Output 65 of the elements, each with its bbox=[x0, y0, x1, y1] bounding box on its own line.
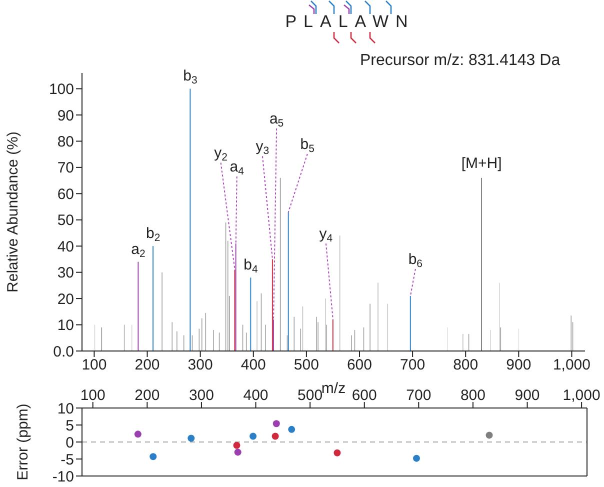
y-tick-label: -5 bbox=[60, 451, 74, 468]
point bbox=[250, 432, 257, 440]
point bbox=[412, 454, 420, 462]
x-tick-label: 300 bbox=[188, 356, 213, 374]
chart-subtitle: Precursor m/z: 831.4143 Da bbox=[360, 52, 560, 70]
annotation: b$_{2}$ bbox=[146, 225, 160, 244]
y-tick-label: 30 bbox=[57, 264, 74, 282]
y-tick-label: 0.0 bbox=[53, 343, 74, 360]
annotation: [M+H] bbox=[461, 154, 502, 172]
x-tick-label: 900 bbox=[506, 356, 532, 374]
point bbox=[233, 442, 240, 449]
annotation: a$_{4}$ bbox=[230, 158, 244, 178]
y-tick-label: 70 bbox=[57, 160, 74, 177]
x-tick-label: 200 bbox=[134, 387, 160, 404]
x-tick-label: 200 bbox=[134, 356, 160, 374]
y-tick-label: 100 bbox=[48, 81, 74, 98]
x-tick-label: 900 bbox=[514, 387, 540, 404]
annotation: a$_{2}$ bbox=[131, 240, 146, 260]
x-tick-label: 500 bbox=[298, 387, 323, 404]
x-tick-label: 700 bbox=[400, 356, 426, 374]
annotation: b$_{5}$ bbox=[300, 136, 315, 156]
point bbox=[272, 432, 279, 440]
x-tick-label: 100 bbox=[80, 387, 106, 404]
x-tick-label: 800 bbox=[453, 356, 478, 374]
x-tick-label: 600 bbox=[352, 387, 377, 404]
y-tick-label: 60 bbox=[57, 186, 74, 203]
y-tick-label: 90 bbox=[57, 107, 74, 124]
x-tick-label: 400 bbox=[243, 387, 268, 404]
y-axis-title: Relative Abundance (%) bbox=[4, 132, 22, 292]
annotation: b$_{4}$ bbox=[244, 256, 258, 276]
y-tick-label: 50 bbox=[57, 212, 74, 230]
annotation: y$_{2}$ bbox=[214, 144, 228, 164]
y-tick-label: 20 bbox=[57, 290, 74, 308]
y-tick-label: 0 bbox=[66, 434, 74, 452]
y-tick-label: 10 bbox=[57, 317, 74, 334]
x-axis-title: m/z bbox=[321, 380, 346, 397]
x-tick-label: 100 bbox=[82, 356, 107, 374]
x-tick-label: 1,000 bbox=[552, 356, 591, 374]
y-tick-label: 40 bbox=[57, 238, 74, 256]
x-tick-label: 1,000 bbox=[562, 387, 600, 404]
x-tick-label: 500 bbox=[294, 356, 319, 374]
point bbox=[188, 434, 195, 442]
annotation: y$_{4}$ bbox=[319, 226, 333, 245]
x-tick-label: 600 bbox=[346, 356, 372, 374]
point bbox=[272, 420, 280, 428]
point bbox=[150, 453, 157, 460]
annotation: b$_{6}$ bbox=[408, 250, 423, 270]
x-tick-label: 800 bbox=[460, 387, 486, 404]
y-tick-label: -10 bbox=[52, 468, 74, 486]
x-tick-label: 300 bbox=[188, 387, 214, 404]
point bbox=[134, 430, 142, 438]
annotation: y$_{3}$ bbox=[256, 138, 270, 158]
y-tick-label: 80 bbox=[57, 134, 74, 151]
y-axis-title: Error (ppm) bbox=[14, 404, 32, 480]
x-tick-label: 700 bbox=[406, 387, 432, 404]
point bbox=[288, 426, 296, 433]
y-tick-label: 10 bbox=[57, 400, 74, 418]
annotation: a$_{5}$ bbox=[269, 110, 284, 130]
chart-title: PLALAWN bbox=[284, 12, 416, 32]
point bbox=[486, 432, 493, 439]
point bbox=[234, 448, 242, 456]
x-tick-label: 400 bbox=[240, 356, 266, 374]
y-tick-label: 5 bbox=[66, 417, 74, 434]
annotation: b$_{3}$ bbox=[183, 68, 198, 88]
point bbox=[334, 449, 341, 456]
